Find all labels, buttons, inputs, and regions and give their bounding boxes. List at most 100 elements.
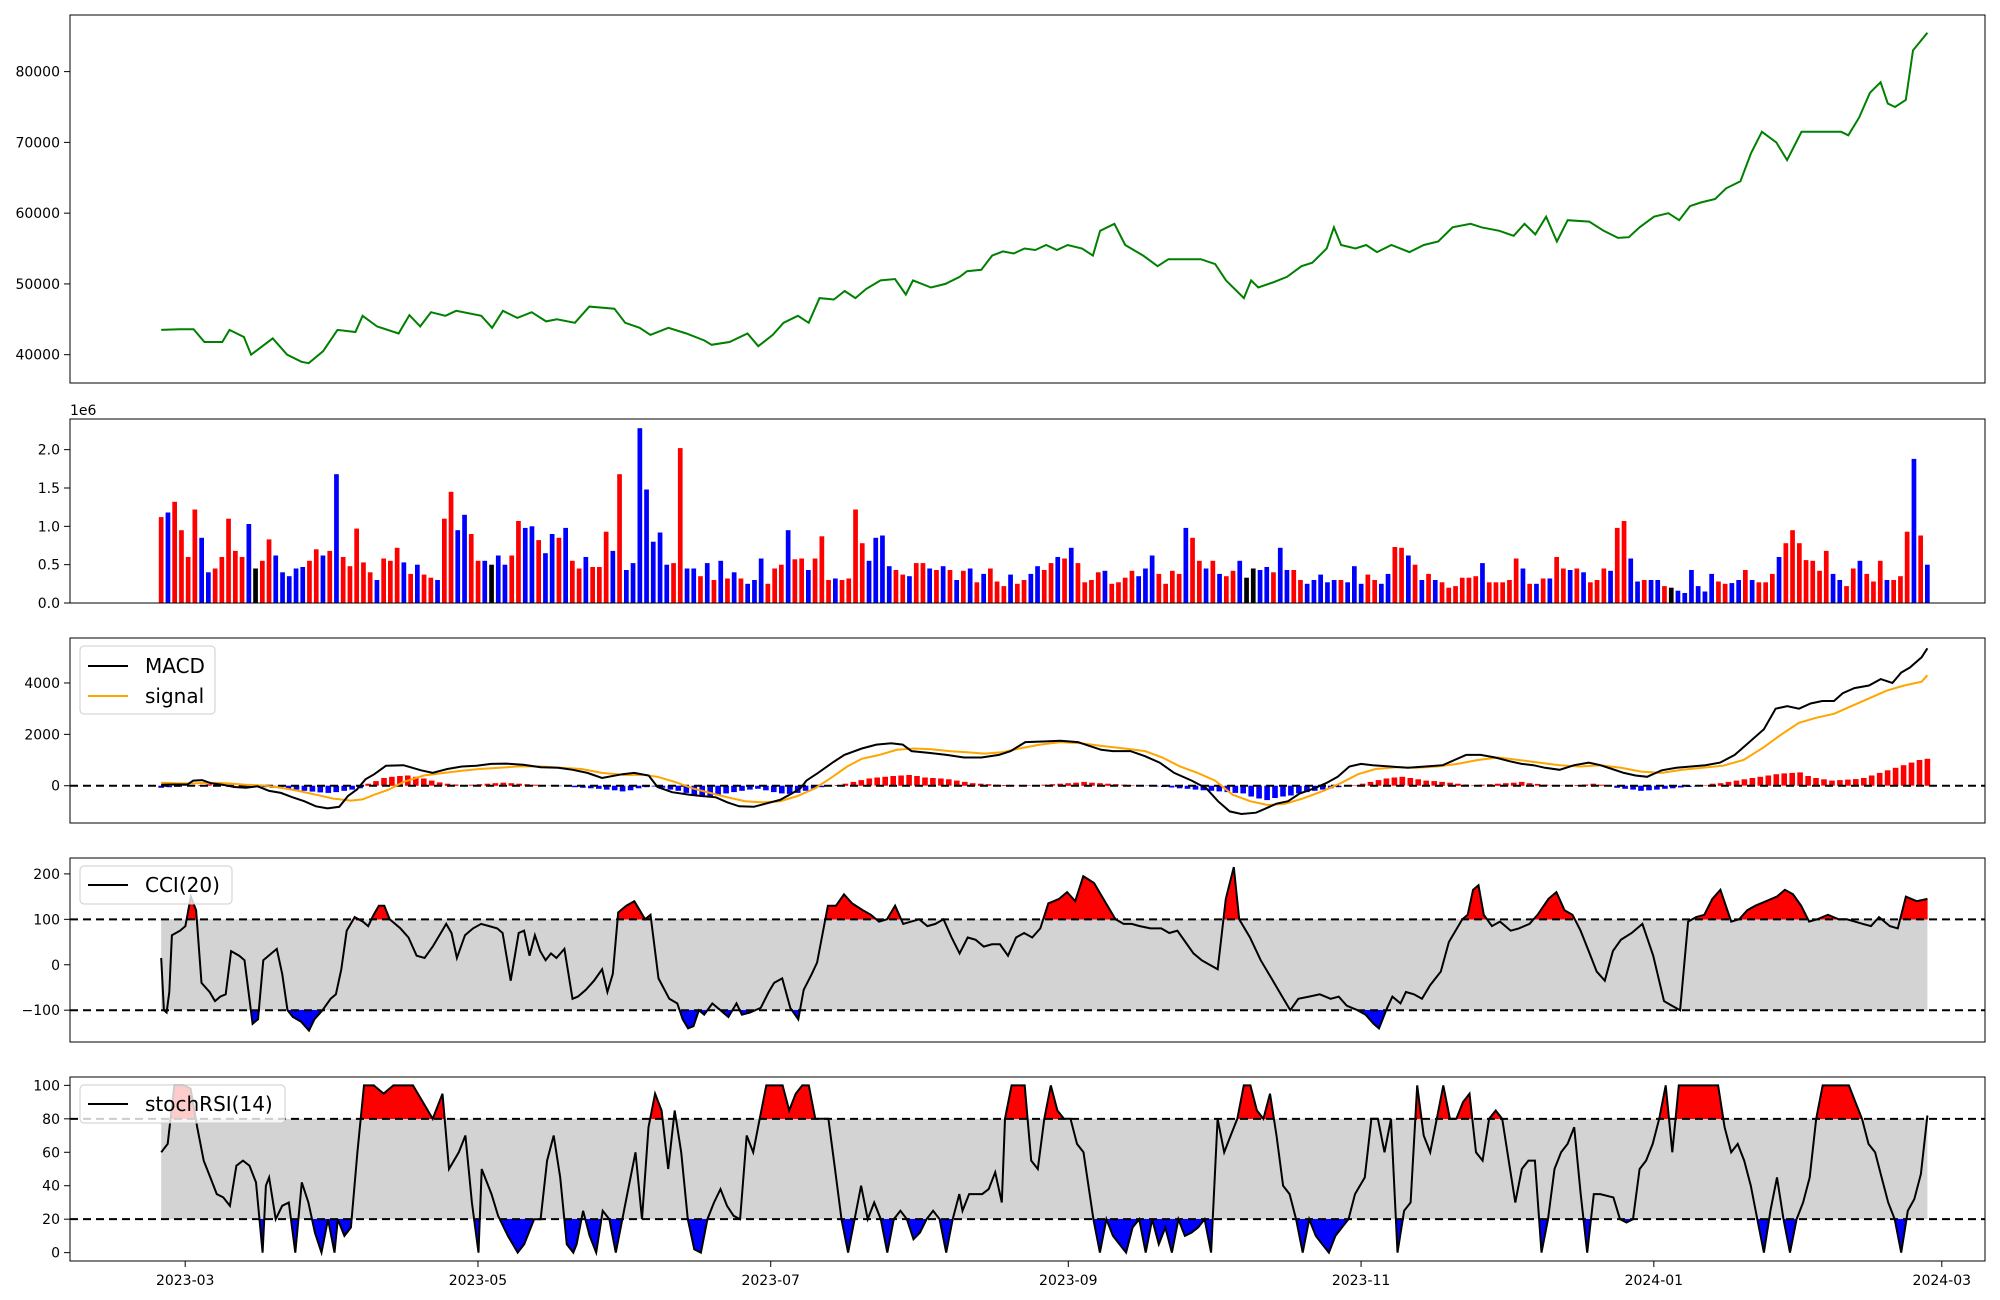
- macd-histogram-bar: [1383, 778, 1390, 786]
- volume-bar: [1446, 587, 1452, 603]
- macd-histogram-bar: [1884, 770, 1891, 786]
- macd-histogram-bar: [158, 785, 164, 788]
- macd-histogram-bar: [293, 785, 300, 790]
- volume-ytick-label: 1.5: [38, 481, 60, 497]
- macd-histogram-bar: [1749, 778, 1756, 786]
- volume-bar: [516, 521, 521, 603]
- volume-bar: [1904, 531, 1910, 603]
- volume-bar: [671, 563, 676, 603]
- volume-bar: [1392, 547, 1398, 603]
- macd-histogram-bar: [985, 784, 992, 786]
- volume-bar: [374, 580, 380, 603]
- volume-bar: [502, 564, 508, 603]
- volume-bar: [482, 560, 488, 603]
- macd-histogram-bar: [1662, 785, 1668, 789]
- volume-bar: [388, 560, 393, 603]
- volume-bar: [206, 572, 211, 603]
- macd-histogram-bar: [413, 776, 419, 786]
- stochrsi-ytick-label: 0: [51, 1246, 60, 1262]
- volume-bar: [1776, 557, 1782, 603]
- volume-bar: [1008, 574, 1013, 603]
- volume-bar: [1540, 578, 1546, 603]
- macd-histogram-bar: [771, 785, 777, 793]
- volume-bar: [1749, 580, 1755, 603]
- cci-legend: CCI(20): [79, 865, 233, 905]
- volume-bar: [1028, 573, 1034, 603]
- price-ytick-label: 70000: [15, 135, 60, 151]
- macd-histogram-bar: [1439, 781, 1445, 786]
- volume-bar: [1628, 558, 1634, 603]
- volume-bar: [219, 557, 225, 603]
- macd-histogram-bar: [683, 785, 690, 793]
- volume-bar: [603, 531, 609, 603]
- date-xtick-label: 2023-11: [1332, 1273, 1391, 1289]
- volume-bar: [543, 553, 548, 603]
- macd-histogram-bar: [1813, 778, 1819, 786]
- volume-bar: [266, 539, 272, 603]
- macd-histogram-bar: [1320, 785, 1326, 790]
- volume-bar: [1513, 558, 1519, 603]
- volume-bar: [711, 580, 717, 603]
- volume-bar: [1102, 570, 1108, 603]
- volume-bar: [1527, 583, 1532, 603]
- volume-bar: [1783, 543, 1789, 603]
- macd-histogram-bar: [842, 783, 849, 786]
- macd-histogram-bar: [1717, 783, 1724, 786]
- volume-bar: [1601, 568, 1607, 603]
- stochrsi-ytick-label: 40: [42, 1179, 60, 1195]
- volume-bar: [1325, 582, 1330, 603]
- macd-histogram-bar: [1407, 778, 1414, 786]
- stochrsi-legend-label: stochRSI(14): [145, 1092, 273, 1116]
- volume-bar: [495, 555, 501, 603]
- volume-bar: [347, 566, 353, 603]
- macd-histogram-bar: [1614, 785, 1620, 788]
- volume-bar: [1345, 582, 1350, 603]
- cci-panel: −100 0 100 200 CCI(20): [22, 857, 1986, 1043]
- volume-bar: [529, 526, 535, 603]
- macd-histogram-bar: [1853, 779, 1859, 786]
- volume-bar: [1021, 580, 1027, 603]
- volume-bar: [1075, 563, 1081, 603]
- macd-histogram-bar: [1471, 785, 1477, 786]
- volume-bar: [698, 576, 703, 603]
- volume-bar: [165, 512, 171, 603]
- price-ytick-label: 40000: [15, 348, 60, 364]
- volume-bar: [394, 547, 400, 603]
- volume-bar: [1129, 570, 1135, 603]
- macd-histogram-bar: [389, 776, 395, 786]
- volume-bar: [1911, 458, 1917, 603]
- macd-histogram-bar: [1089, 782, 1095, 786]
- volume-bar: [1372, 580, 1377, 603]
- volume-bar: [1655, 580, 1661, 603]
- volume-bar: [522, 527, 528, 603]
- volume-bar: [779, 564, 784, 603]
- volume-bar: [239, 557, 245, 603]
- volume-bar: [880, 535, 885, 603]
- macd-histogram-bar: [858, 780, 865, 786]
- macd-histogram-bar: [1646, 785, 1652, 791]
- macd-histogram-bar: [1741, 779, 1748, 786]
- macd-histogram-bar: [1678, 785, 1684, 788]
- volume-bar: [1480, 563, 1485, 603]
- macd-histogram-bar: [1725, 781, 1732, 786]
- volume-bar: [907, 576, 912, 603]
- macd-ytick-label: 2000: [24, 727, 60, 743]
- volume-bar: [1608, 570, 1613, 603]
- volume-bar: [1668, 587, 1674, 603]
- volume-bar: [361, 562, 366, 603]
- volume-bar: [1432, 580, 1438, 603]
- volume-bar: [1891, 580, 1896, 603]
- cci-ytick-label: 200: [33, 867, 60, 883]
- macd-histogram-bar: [1868, 775, 1875, 786]
- volume-bar: [913, 563, 919, 603]
- volume-bar: [664, 564, 670, 603]
- price-ytick-label: 50000: [15, 277, 60, 293]
- macd-histogram-bar: [922, 777, 928, 786]
- volume-bar: [1466, 577, 1472, 603]
- macd-histogram-bar: [675, 785, 682, 791]
- macd-histogram-bar: [301, 785, 308, 791]
- volume-bar: [1082, 582, 1088, 603]
- volume-panel-frame: [69, 418, 1986, 604]
- volume-bar: [1729, 583, 1735, 603]
- macd-histogram-bar: [635, 785, 642, 789]
